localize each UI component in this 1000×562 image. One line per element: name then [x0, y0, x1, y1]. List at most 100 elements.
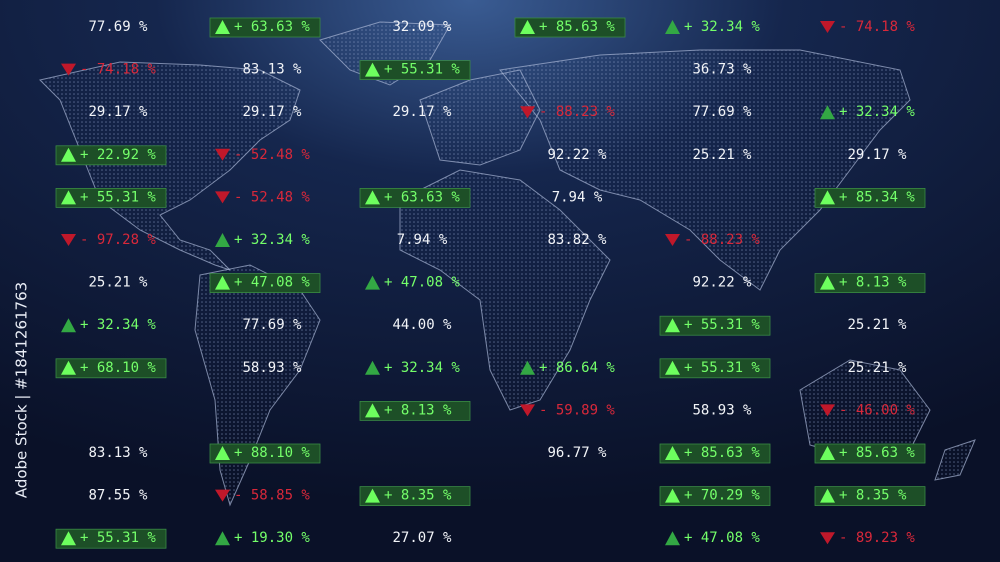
price-value: 96.77 %: [547, 445, 607, 461]
change-value: + 85.63 %: [684, 445, 760, 461]
highlight-box: [814, 486, 926, 507]
down-arrow: [820, 21, 835, 33]
change-value: + 19.30 %: [234, 530, 310, 546]
highlight-box: [659, 443, 771, 464]
change-value: - 97.28 %: [80, 232, 156, 248]
highlight-box: [359, 400, 471, 421]
change-value: + 32.34 %: [384, 360, 460, 376]
change-value: + 55.31 %: [684, 360, 760, 376]
price-value: 27.07 %: [392, 530, 452, 546]
up-arrow: [365, 360, 380, 375]
price-value: 83.82 %: [547, 232, 607, 248]
up-arrow: [215, 531, 230, 546]
change-value: + 47.08 %: [234, 275, 310, 291]
up-arrow: [820, 105, 835, 120]
price-value: 36.73 %: [692, 62, 752, 78]
watermark: Adobe Stock | #1841261763: [13, 282, 31, 498]
price-value: 29.17 %: [392, 104, 452, 120]
change-value: + 8.35 %: [384, 488, 452, 504]
down-arrow: [820, 404, 835, 417]
change-value: + 32.34 %: [80, 317, 156, 333]
up-arrow: [215, 20, 230, 34]
highlight-box: [209, 443, 321, 464]
world-map: [39, 21, 976, 507]
price-value: 7.94 %: [552, 189, 603, 205]
up-arrow: [61, 147, 76, 162]
change-value: - 59.89 %: [539, 402, 615, 418]
price-value: 25.21 %: [692, 147, 752, 163]
up-arrow: [365, 403, 380, 418]
down-arrow: [215, 148, 230, 161]
up-arrow: [665, 318, 680, 333]
up-arrow: [61, 360, 76, 375]
change-value: + 88.10 %: [234, 445, 310, 461]
up-arrow: [61, 190, 76, 205]
up-arrow: [665, 488, 680, 503]
change-value: + 68.10 %: [80, 360, 156, 376]
change-value: - 52.48 %: [234, 189, 310, 205]
price-value: 87.55 %: [88, 488, 148, 504]
highlight-box: [55, 145, 167, 166]
change-value: - 46.00 %: [839, 402, 915, 418]
up-arrow: [365, 275, 380, 290]
change-value: - 89.23 %: [839, 530, 915, 546]
price-value: 83.13 %: [242, 62, 302, 78]
price-value: 25.21 %: [847, 360, 907, 376]
change-value: + 32.34 %: [839, 104, 915, 120]
down-arrow: [820, 532, 835, 545]
change-value: + 32.34 %: [234, 232, 310, 248]
change-value: + 8.13 %: [384, 402, 452, 418]
price-value: 92.22 %: [692, 275, 752, 291]
price-value: 29.17 %: [847, 147, 907, 163]
change-value: + 32.34 %: [684, 19, 760, 35]
up-arrow: [61, 531, 76, 546]
change-value: + 55.31 %: [80, 189, 156, 205]
down-arrow: [520, 404, 535, 417]
up-arrow: [215, 446, 230, 460]
change-value: - 74.18 %: [80, 62, 156, 78]
highlight-box: [659, 358, 771, 379]
up-arrow: [520, 360, 535, 375]
up-arrow: [365, 488, 380, 503]
highlight-box: [55, 528, 167, 549]
down-arrow: [215, 191, 230, 204]
price-value: 58.93 %: [242, 360, 302, 376]
change-value: + 55.31 %: [384, 62, 460, 78]
up-arrow: [820, 190, 835, 205]
change-value: - 58.85 %: [234, 488, 310, 504]
highlight-box: [55, 187, 167, 208]
down-arrow: [61, 63, 76, 76]
highlight-box: [359, 187, 471, 208]
price-value: 25.21 %: [847, 317, 907, 333]
change-value: + 55.31 %: [80, 530, 156, 546]
price-value: 77.69 %: [242, 317, 302, 333]
up-arrow: [665, 531, 680, 546]
change-value: + 85.63 %: [539, 19, 615, 35]
change-value: + 55.31 %: [684, 317, 760, 333]
up-arrow: [520, 20, 535, 34]
change-value: + 22.92 %: [80, 147, 156, 163]
highlight-box: [359, 60, 471, 80]
price-value: 29.17 %: [242, 104, 302, 120]
change-value: + 63.63 %: [234, 19, 310, 35]
highlight-box: [814, 187, 926, 208]
price-value: 29.17 %: [88, 104, 148, 120]
up-arrow: [215, 233, 230, 247]
up-arrow: [365, 190, 380, 205]
down-arrow: [665, 234, 680, 246]
price-value: 58.93 %: [692, 402, 752, 418]
change-value: + 47.08 %: [684, 530, 760, 546]
up-arrow: [665, 20, 680, 34]
highlight-box: [659, 315, 771, 336]
price-value: 77.69 %: [692, 104, 752, 120]
change-value: + 8.35 %: [839, 488, 907, 504]
highlight-box: [659, 486, 771, 507]
highlight-box: [55, 358, 167, 379]
up-arrow: [61, 318, 76, 333]
change-value: + 85.63 %: [839, 445, 915, 461]
down-arrow: [61, 234, 76, 246]
price-value: 92.22 %: [547, 147, 607, 163]
price-value: 32.09 %: [392, 19, 452, 35]
